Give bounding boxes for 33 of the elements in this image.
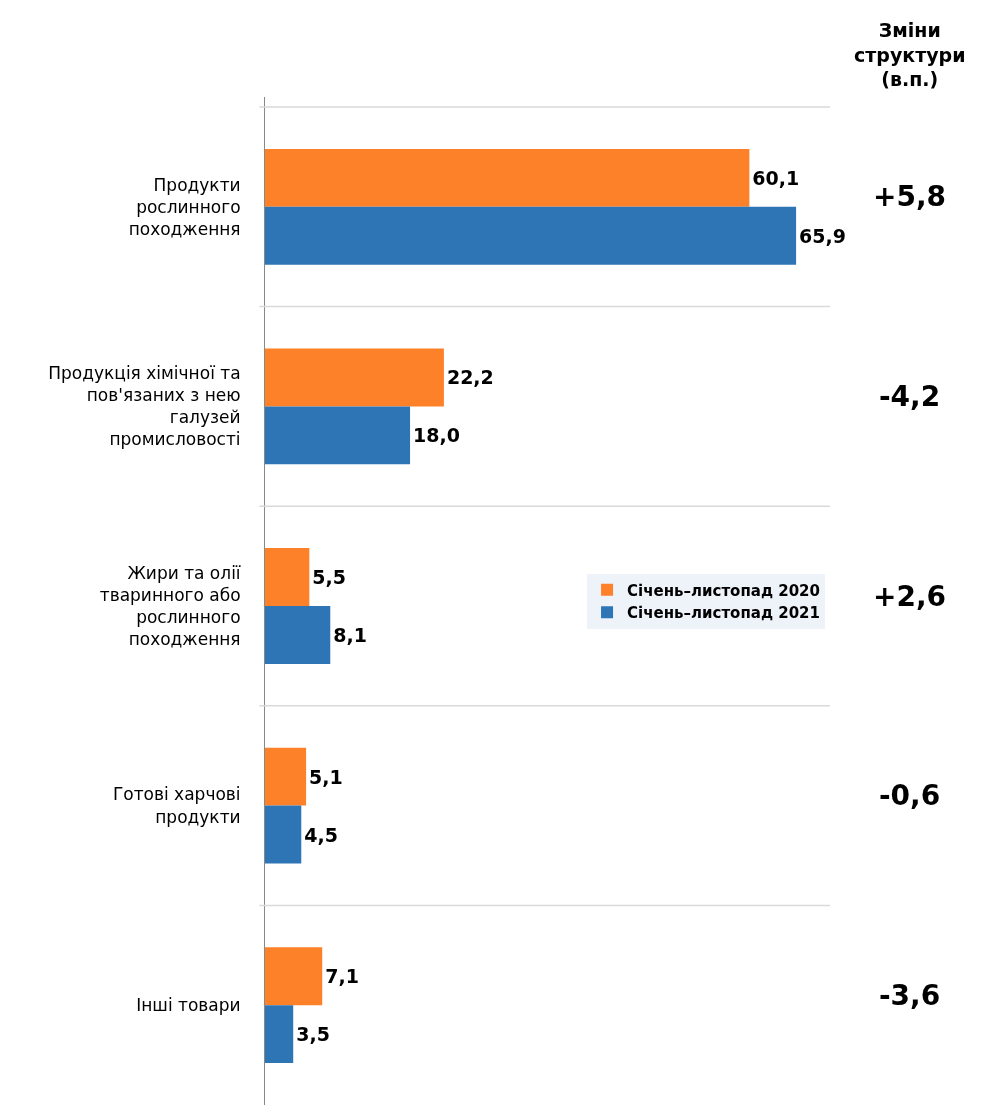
bar — [265, 348, 444, 407]
text: -0,6 — [879, 779, 941, 812]
data-label: 5,5 — [312, 566, 346, 589]
data-label: 18,0 — [413, 424, 460, 447]
data-label: 65,9 — [799, 224, 846, 247]
bar — [265, 1005, 294, 1064]
bar — [265, 947, 323, 1006]
bar — [265, 148, 750, 207]
bar — [265, 406, 411, 465]
bar — [265, 747, 307, 806]
y-tick-label: Жири та олії тваринного або рослинного походження — [99, 562, 241, 650]
data-label: 60,1 — [752, 166, 800, 189]
text: +5,8 — [873, 180, 947, 213]
text: -4,2 — [879, 380, 941, 413]
data-label: 8,1 — [333, 623, 367, 646]
y-tick-label: Продукція хімічної та пов'язаних з нею галузей промисловості — [48, 363, 241, 450]
bar — [265, 206, 797, 265]
data-label: 4,5 — [304, 823, 338, 846]
y-tick-label: Готові харчові продукти — [112, 784, 241, 827]
text: +2,6 — [873, 580, 947, 613]
legend-label: Січень–листопад 2021 — [627, 604, 820, 623]
data-label: 22,2 — [446, 366, 494, 389]
data-label: 7,1 — [325, 965, 359, 988]
bar — [265, 605, 331, 664]
data-label: 3,5 — [296, 1023, 330, 1046]
bar — [265, 548, 310, 606]
text: Зміни структури (в.п.) — [854, 19, 966, 91]
bar — [265, 805, 302, 864]
y-tick-label: Інші товари — [136, 995, 241, 1016]
text: -3,6 — [879, 979, 941, 1012]
y-tick-label: Продукти рослинного походження — [128, 174, 241, 239]
legend-label: Січень–листопад 2020 — [627, 581, 820, 600]
data-label: 5,1 — [309, 765, 343, 788]
